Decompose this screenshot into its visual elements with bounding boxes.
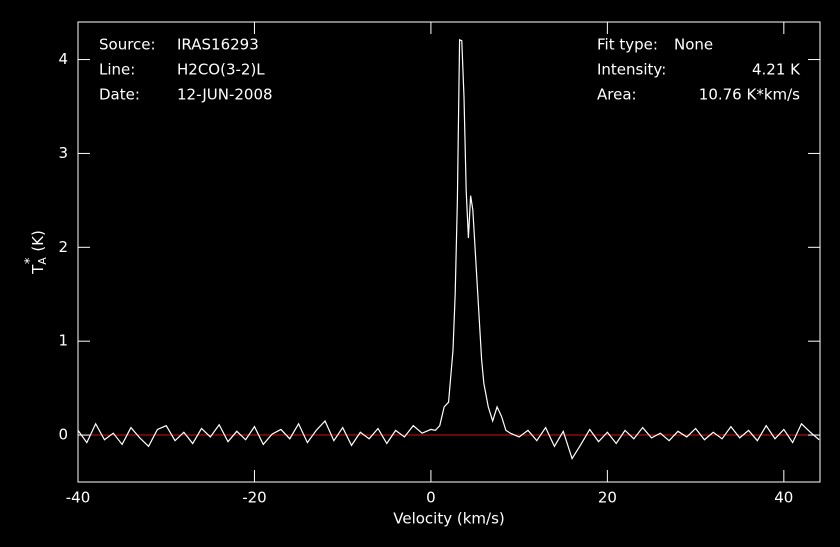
annotation-key: Source: xyxy=(99,36,156,54)
x-tick-label: -40 xyxy=(66,489,91,507)
annotation-key: Intensity: xyxy=(597,61,666,79)
spectrum-line xyxy=(77,38,820,460)
annotation-key: Fit type: xyxy=(597,36,658,54)
annotation-value: H2CO(3-2)L xyxy=(177,61,265,79)
y-tick-label: 4 xyxy=(58,50,68,68)
y-tick-label: 1 xyxy=(58,332,68,350)
y-label-unit: (K) xyxy=(29,230,47,252)
annotation-value: 10.76 K*km/s xyxy=(699,86,800,104)
y-tick-label: 0 xyxy=(58,426,68,444)
y-tick-label: 3 xyxy=(58,144,68,162)
x-tick-label: 40 xyxy=(774,489,793,507)
x-tick-label: 20 xyxy=(598,489,617,507)
y-axis-label-text: TA* (K) xyxy=(23,230,50,275)
annotation-value: None xyxy=(674,36,713,54)
y-label-main: T xyxy=(29,264,47,275)
y-label-sup: * xyxy=(23,257,38,264)
x-tick-label: 0 xyxy=(426,489,436,507)
plot-frame xyxy=(77,21,821,483)
annotation-key: Line: xyxy=(99,61,135,79)
y-tick-label: 2 xyxy=(58,238,68,256)
x-tick-label: -20 xyxy=(242,489,267,507)
annotation-key: Area: xyxy=(597,86,637,104)
y-axis-label: TA* (K) xyxy=(23,230,50,275)
y-label-sub: A xyxy=(36,257,49,265)
annotation-value: IRAS16293 xyxy=(177,36,259,54)
x-axis-label: Velocity (km/s) xyxy=(393,510,504,528)
annotation-value: 12-JUN-2008 xyxy=(177,86,273,104)
annotation-value: 4.21 K xyxy=(752,61,801,79)
annotation-key: Date: xyxy=(99,86,140,104)
